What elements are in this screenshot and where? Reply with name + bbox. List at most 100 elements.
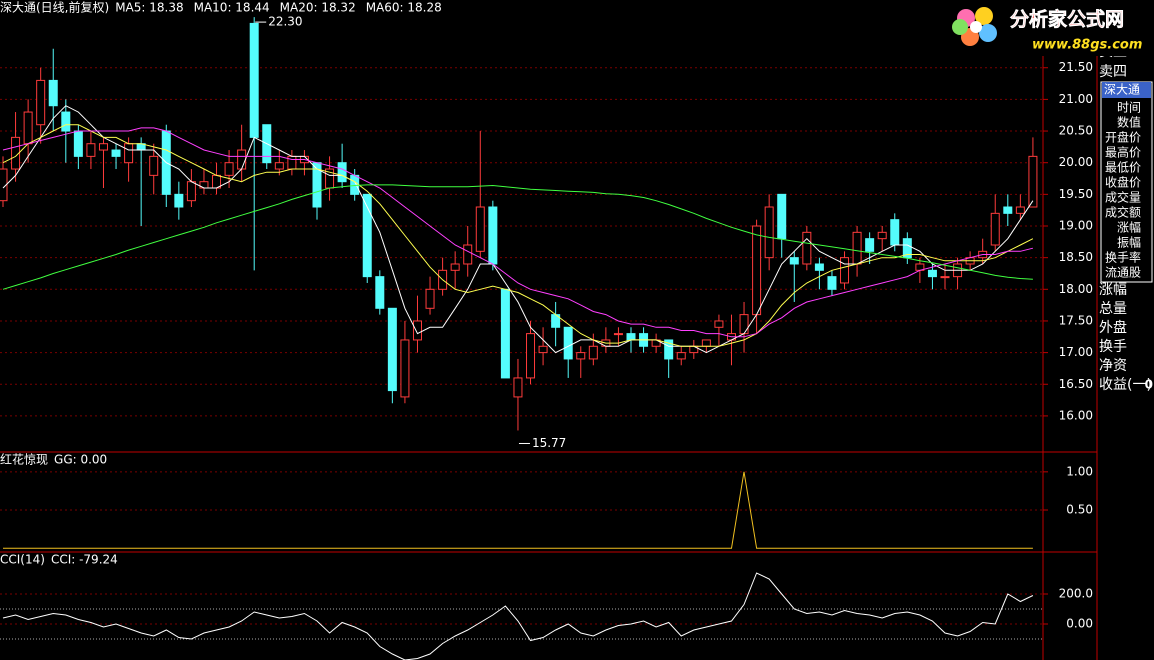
candle-body xyxy=(0,168,8,202)
candle-body xyxy=(387,307,397,392)
list-box xyxy=(1100,81,1153,283)
list-item: 数值 xyxy=(1117,115,1141,130)
panel xyxy=(0,471,1043,549)
list-item: 成交量 xyxy=(1105,190,1141,205)
legend-label: GG: 0.00 xyxy=(54,453,107,467)
candle-body xyxy=(676,352,686,360)
series-line xyxy=(2,105,1034,354)
y-tick-label: 20.50 xyxy=(1059,124,1093,138)
annotation: 22.30 xyxy=(268,15,302,29)
candle-body xyxy=(1015,206,1025,214)
y-tick-label: 16.50 xyxy=(1059,377,1093,391)
candle-body xyxy=(764,206,774,259)
sidebar: 卖五卖四深大通时间数值开盘价最高价最低价收盘价成交量成交额涨幅振幅换手率流通股涨… xyxy=(1099,44,1153,393)
candle-body xyxy=(11,136,21,170)
y-tick-label: 19.00 xyxy=(1059,219,1093,233)
y-tick-label: 18.00 xyxy=(1059,282,1093,296)
y-tick-label: 18.50 xyxy=(1059,250,1093,264)
logo-petal xyxy=(979,24,997,42)
quote-value: 0 xyxy=(1145,378,1153,392)
candle-body xyxy=(802,231,812,265)
list-title: 深大通 xyxy=(1104,83,1140,97)
panels: 16.00 16.50 17.00 17.50 18.00 18.50 19.00 19.50… xyxy=(0,0,1093,660)
candle-body xyxy=(149,155,159,176)
candle-body xyxy=(48,79,58,107)
candle-body xyxy=(890,219,900,246)
y-tick-label: 20.00 xyxy=(1059,155,1093,169)
candle-body xyxy=(375,276,385,309)
y-tick-label: 200.0 xyxy=(1059,587,1093,601)
candle-body xyxy=(425,288,435,309)
candle-body xyxy=(701,339,711,347)
candle-body xyxy=(412,320,422,341)
series-line xyxy=(3,471,1033,549)
candle-body xyxy=(1003,206,1013,214)
candle-body xyxy=(1028,155,1038,208)
candle-body xyxy=(362,193,372,278)
y-tick-label: 1.00 xyxy=(1066,464,1093,478)
logo-petal xyxy=(952,19,968,35)
candle-body xyxy=(23,111,33,145)
candle-body xyxy=(902,238,912,259)
candle-body xyxy=(61,111,71,132)
logo: 分析家公式网 www.88gs.com xyxy=(945,0,1154,56)
list-item: 最低价 xyxy=(1105,161,1141,175)
candle-body xyxy=(877,231,887,240)
panel-title: 红花惊现 xyxy=(0,452,48,467)
y-tick-label: 16.00 xyxy=(1059,408,1093,422)
candle-body xyxy=(940,276,950,279)
candle-body xyxy=(752,225,762,316)
candle-body xyxy=(865,238,875,252)
candle-body xyxy=(588,345,598,360)
candle-body xyxy=(814,263,824,271)
series-line xyxy=(2,572,1034,660)
candle-body xyxy=(789,257,799,265)
candle-body xyxy=(739,314,749,335)
candle-body xyxy=(664,339,674,360)
panel-title: 深大通(日线,前复权) xyxy=(0,0,109,15)
candle-body xyxy=(927,269,937,278)
y-tick-label: 21.50 xyxy=(1059,60,1093,74)
series-line xyxy=(2,184,1033,290)
y-tick-label: 0.50 xyxy=(1066,503,1093,517)
annotation: 15.77 xyxy=(532,436,566,450)
legend-label: MA10: 18.44 xyxy=(194,1,270,15)
legend-label: CCI: -79.24 xyxy=(51,553,118,567)
candle-body xyxy=(526,333,536,379)
candle-body xyxy=(249,22,259,138)
candle-body xyxy=(500,288,510,379)
y-tick-label: 17.50 xyxy=(1059,313,1093,327)
candle-body xyxy=(463,244,473,265)
list-item: 涨幅 xyxy=(1117,220,1141,235)
candle-body xyxy=(73,130,83,157)
list-item: 成交额 xyxy=(1105,205,1141,220)
candle-body xyxy=(98,143,108,151)
candle-body xyxy=(274,162,284,170)
candle-body xyxy=(852,231,862,265)
list-item: 流通股 xyxy=(1105,266,1141,280)
candle-body xyxy=(538,345,548,354)
candle-body xyxy=(36,79,46,126)
quote-label: 净资 xyxy=(1099,358,1127,374)
logo-url: www.88gs.com xyxy=(1032,38,1142,53)
candle-body xyxy=(475,206,485,252)
candle-body xyxy=(990,212,1000,246)
candle-body xyxy=(626,333,636,341)
list-item: 时间 xyxy=(1117,101,1141,115)
candle-body xyxy=(186,181,196,202)
quote-label: 外盘 xyxy=(1099,319,1127,336)
candle-body xyxy=(124,143,134,164)
logo-center xyxy=(970,21,982,33)
quote-label: 换手 xyxy=(1099,338,1127,355)
candle-body xyxy=(237,149,247,170)
panel-title: CCI(14) xyxy=(0,553,45,567)
list-item: 开盘价 xyxy=(1105,130,1141,145)
candle-body xyxy=(613,333,623,336)
candle-body xyxy=(174,193,184,208)
panel xyxy=(0,17,1043,431)
candle-body xyxy=(563,326,573,360)
logo-petal xyxy=(975,7,993,25)
